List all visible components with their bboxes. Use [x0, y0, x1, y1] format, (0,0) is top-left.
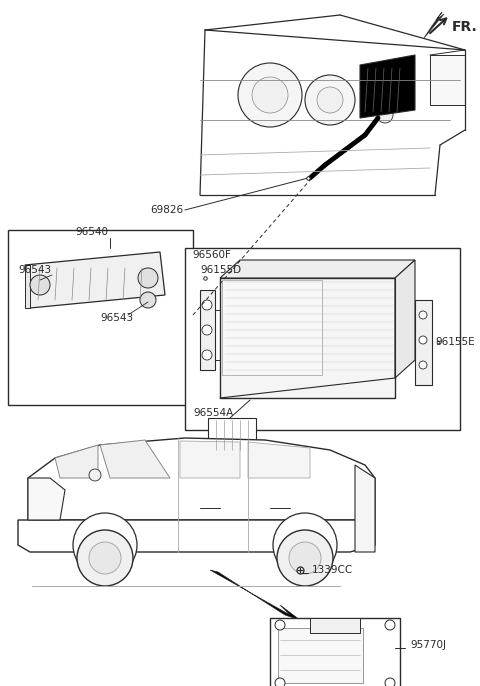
Circle shape: [140, 292, 156, 308]
Circle shape: [202, 350, 212, 360]
Circle shape: [73, 513, 137, 577]
Bar: [185, 248, 460, 430]
Bar: [8, 230, 193, 405]
Circle shape: [305, 75, 355, 125]
Circle shape: [30, 275, 50, 295]
Circle shape: [385, 678, 395, 686]
Circle shape: [419, 311, 427, 319]
Polygon shape: [100, 440, 170, 478]
Bar: [220, 278, 395, 398]
Text: 69826: 69826: [150, 205, 183, 215]
Circle shape: [289, 542, 321, 574]
Text: 1339CC: 1339CC: [312, 565, 353, 575]
Circle shape: [419, 336, 427, 344]
Polygon shape: [55, 445, 98, 478]
Text: 96155D: 96155D: [200, 265, 241, 275]
Polygon shape: [360, 55, 415, 118]
Text: 96554A: 96554A: [193, 408, 233, 418]
Polygon shape: [25, 265, 30, 308]
Circle shape: [138, 268, 158, 288]
Circle shape: [252, 77, 288, 113]
Circle shape: [89, 542, 121, 574]
Polygon shape: [28, 478, 65, 520]
Text: 96543: 96543: [18, 265, 51, 275]
Circle shape: [275, 678, 285, 686]
Text: 96543: 96543: [100, 313, 133, 323]
Text: 96560F: 96560F: [192, 250, 231, 260]
Text: 95770J: 95770J: [410, 640, 446, 650]
Bar: [310, 618, 360, 633]
Polygon shape: [395, 260, 415, 378]
Circle shape: [419, 361, 427, 369]
Circle shape: [317, 87, 343, 113]
Circle shape: [377, 107, 393, 123]
Polygon shape: [28, 438, 375, 520]
Text: FR.: FR.: [452, 20, 478, 34]
Circle shape: [275, 620, 285, 630]
Bar: [430, 55, 465, 105]
Circle shape: [202, 325, 212, 335]
Circle shape: [77, 530, 133, 586]
Circle shape: [89, 469, 101, 481]
Text: 96540: 96540: [75, 227, 108, 237]
Circle shape: [385, 620, 395, 630]
Bar: [208, 418, 256, 453]
Polygon shape: [200, 290, 215, 370]
Bar: [278, 628, 363, 683]
Bar: [270, 618, 400, 686]
Polygon shape: [415, 300, 432, 385]
Polygon shape: [220, 260, 415, 278]
Text: 96155E: 96155E: [435, 337, 475, 347]
Polygon shape: [18, 520, 375, 552]
Circle shape: [202, 300, 212, 310]
Circle shape: [277, 530, 333, 586]
Polygon shape: [248, 442, 310, 478]
Polygon shape: [355, 465, 375, 552]
Polygon shape: [210, 570, 300, 620]
Bar: [222, 280, 322, 375]
Circle shape: [238, 63, 302, 127]
Polygon shape: [25, 252, 165, 308]
Polygon shape: [180, 441, 240, 478]
Polygon shape: [424, 12, 444, 38]
Circle shape: [273, 513, 337, 577]
